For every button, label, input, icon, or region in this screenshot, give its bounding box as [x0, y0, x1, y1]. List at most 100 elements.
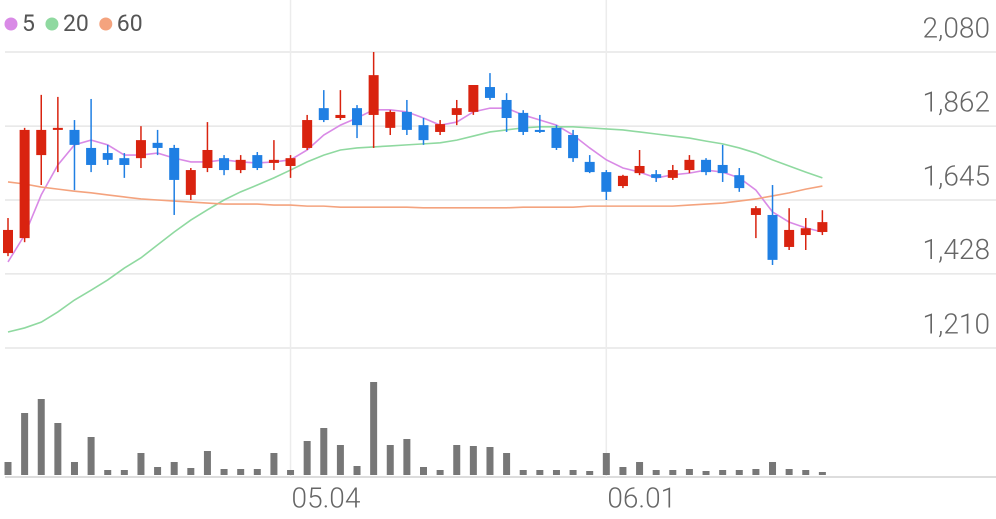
volume-bar — [685, 469, 693, 475]
candle-body — [3, 229, 13, 254]
volume-bar — [270, 453, 278, 475]
candle-body — [451, 108, 462, 115]
moving-average-line — [7, 126, 823, 333]
candle-body — [651, 174, 662, 178]
volume-bar — [203, 451, 211, 475]
candle-body — [318, 108, 329, 121]
candle-body — [534, 129, 545, 132]
candle-body — [401, 111, 412, 130]
candle-body — [52, 127, 63, 130]
volume-bar — [220, 469, 228, 475]
volume-bar — [602, 453, 610, 475]
volume-bar — [320, 428, 328, 475]
y-tick-label: 2,080 — [923, 11, 991, 44]
volume-bar — [370, 382, 378, 475]
volume-bar — [619, 467, 627, 475]
volume-bar — [818, 472, 826, 475]
volume-bar — [420, 467, 427, 475]
volume-bar — [669, 470, 677, 475]
volume-bar — [336, 445, 344, 475]
volume-bar — [436, 470, 444, 475]
candle-body — [634, 165, 645, 174]
candle-body — [617, 175, 628, 187]
volume-bar — [4, 462, 12, 475]
candle-body — [335, 114, 346, 119]
candle-body — [235, 159, 246, 171]
volume-bar — [37, 399, 45, 475]
y-tick-label: 1,645 — [923, 159, 991, 192]
volume-bar — [636, 462, 644, 475]
candle-body — [368, 75, 379, 115]
moving-average-line — [7, 107, 823, 263]
volume-bar — [552, 470, 560, 475]
candle-body — [518, 112, 529, 132]
candle-body — [601, 172, 612, 192]
candle-body — [501, 99, 512, 119]
volume-bar — [187, 468, 195, 475]
volume-bar — [536, 470, 544, 475]
candle-body — [252, 155, 263, 169]
candle-body — [701, 159, 712, 173]
candle-body — [734, 175, 745, 189]
candle-body — [86, 147, 97, 165]
candle-body — [584, 161, 595, 173]
volume-bar — [403, 439, 411, 475]
candle-body — [667, 170, 678, 178]
volume-bar — [21, 413, 29, 475]
candle-body — [36, 129, 47, 156]
candle-body — [219, 158, 230, 171]
volume-bar — [702, 471, 710, 475]
volume-bar — [120, 470, 128, 475]
volume-bar — [519, 470, 527, 475]
candle-body — [102, 153, 113, 160]
legend-marker — [45, 17, 59, 31]
candle-body — [568, 135, 579, 159]
volume-bar — [769, 462, 777, 475]
volume-bar — [469, 446, 477, 475]
candle-body — [484, 87, 495, 98]
candle-body — [435, 124, 446, 132]
candle-body — [169, 147, 180, 180]
volume-bar — [453, 445, 461, 475]
candle-body — [285, 158, 296, 166]
candle-body — [185, 170, 196, 195]
volume-bar — [752, 469, 760, 475]
candle-body — [767, 214, 778, 260]
candle-body — [352, 108, 363, 126]
volume-bar — [652, 470, 660, 475]
candle-body — [817, 222, 828, 232]
legend-label: 60 — [117, 10, 143, 37]
legend-marker — [99, 17, 113, 31]
candle-body — [468, 85, 479, 112]
candle-body — [800, 228, 811, 236]
candle-body — [551, 127, 562, 148]
legend-marker — [4, 17, 18, 31]
volume-bar — [785, 469, 793, 475]
volume-bar — [586, 471, 594, 475]
candle-body — [202, 149, 213, 169]
candle-body — [302, 120, 313, 148]
volume-bar — [802, 470, 810, 475]
candle-body — [418, 125, 429, 141]
volume-bar — [170, 462, 178, 475]
y-tick-label: 1,428 — [923, 233, 991, 266]
candle-body — [385, 111, 396, 128]
legend-label: 5 — [22, 10, 35, 37]
candle-body — [784, 229, 795, 247]
volume-bar — [104, 470, 112, 475]
candle-body — [19, 129, 30, 239]
volume-bar — [54, 423, 62, 475]
volume-bar — [237, 469, 245, 475]
volume-bar — [70, 462, 78, 475]
candle-body — [717, 164, 728, 174]
volume-bar — [503, 453, 511, 475]
candle-body — [135, 140, 146, 159]
y-tick-label: 1,862 — [923, 86, 991, 119]
candle-body — [152, 142, 163, 148]
volume-bar — [287, 470, 295, 475]
volume-bar — [719, 470, 727, 475]
volume-bar — [87, 437, 95, 475]
volume-bar — [386, 445, 394, 475]
